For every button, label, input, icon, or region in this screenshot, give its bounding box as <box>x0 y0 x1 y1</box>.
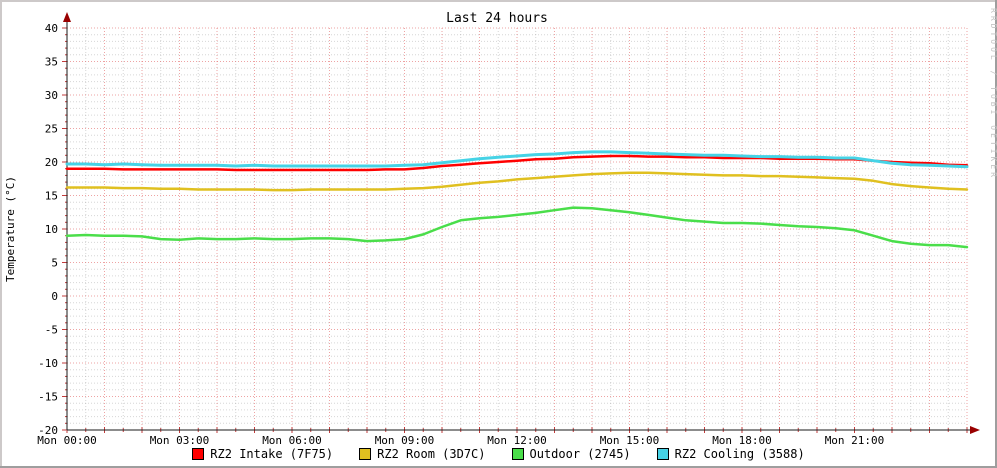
legend: RZ2 Intake (7F75) RZ2 Room (3D7C) Outdoor … <box>0 445 997 463</box>
legend-item-rz2-cooling-3588: RZ2 Cooling (3588) <box>656 447 805 461</box>
x-tick-label: Mon 12:00 <box>487 434 547 447</box>
watermark: RRDTOOL / TOBI OETIKER <box>989 8 997 180</box>
x-tick-label: Mon 21:00 <box>825 434 885 447</box>
x-tick-label: Mon 06:00 <box>262 434 322 447</box>
legend-label: RZ2 Room (3D7C) <box>377 447 486 461</box>
x-tick-label: Mon 00:00 <box>37 434 97 447</box>
y-tick-label: -10 <box>38 357 58 370</box>
y-tick-label: 35 <box>45 56 58 69</box>
series-line-outdoor-2745 <box>65 206 969 249</box>
legend-item-rz2-intake-7f75: RZ2 Intake (7F75) <box>192 447 333 461</box>
y-axis-label: Temperature (°C) <box>4 176 17 282</box>
legend-label: Outdoor (2745) <box>529 447 631 461</box>
y-tick-label: 20 <box>45 156 58 169</box>
x-tick-label: Mon 15:00 <box>600 434 660 447</box>
series-line-rz2-room-3d7c <box>65 171 969 192</box>
y-tick-label: -20 <box>38 424 58 437</box>
grid <box>67 27 968 430</box>
y-tick-label: 15 <box>45 190 58 203</box>
y-tick-label: 30 <box>45 89 58 102</box>
legend-swatch-outdoor-2745 <box>511 448 524 460</box>
legend-label: RZ2 Intake (7F75) <box>210 447 334 461</box>
y-tick-label: 25 <box>45 123 58 136</box>
legend-label: RZ2 Cooling (3588) <box>674 447 805 461</box>
legend-item-rz2-room-3d7c: RZ2 Room (3D7C) <box>359 447 486 461</box>
legend-swatch-rz2-room-3d7c <box>359 448 372 460</box>
bevel-right <box>995 0 997 468</box>
y-tick-label: 40 <box>45 22 58 35</box>
y-tick-label: -15 <box>38 391 58 404</box>
x-tick-labels: Mon 00:00 Mon 03:00 Mon 06:00 Mon 09:00 Mon … <box>37 434 884 447</box>
bevel-bottom <box>0 466 997 468</box>
legend-swatch-rz2-intake-7f75 <box>192 448 205 460</box>
chart-title: Last 24 hours <box>446 11 548 26</box>
series-line-rz2-cooling-3588 <box>65 150 969 169</box>
x-tick-label: Mon 09:00 <box>375 434 435 447</box>
y-tick-label: 10 <box>45 223 58 236</box>
y-tick-label: -5 <box>45 324 58 337</box>
y-tick-label: 0 <box>51 290 58 303</box>
axes <box>63 12 980 434</box>
y-tick-label: 5 <box>51 257 58 270</box>
legend-swatch-rz2-cooling-3588 <box>656 448 669 460</box>
bevel-left <box>0 0 2 468</box>
x-axis-arrow <box>970 426 980 434</box>
legend-item-outdoor-2745: Outdoor (2745) <box>511 447 631 461</box>
x-tick-label: Mon 18:00 <box>712 434 772 447</box>
series-lines <box>65 150 969 249</box>
x-tick-label: Mon 03:00 <box>150 434 210 447</box>
y-axis-arrow <box>63 12 71 22</box>
y-tick-labels: 40 35 30 25 20 15 10 5 0 -5 -10 -15 -20 <box>38 22 58 437</box>
bevel-top <box>0 0 997 2</box>
